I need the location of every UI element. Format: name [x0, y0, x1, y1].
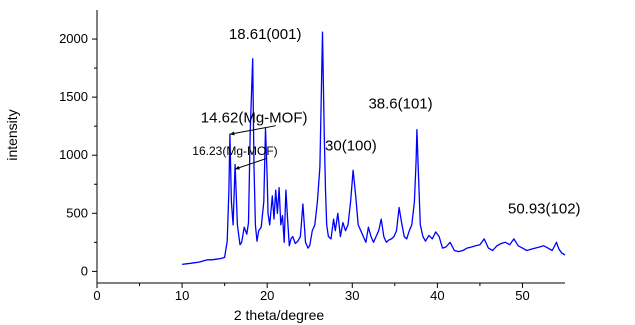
peak-annotation: 38.6(101) [368, 96, 432, 113]
peak-annotation: 16.23(Mg-MOF) [192, 144, 277, 158]
x-tick-label: 40 [430, 288, 444, 303]
y-tick-label: 2000 [59, 31, 88, 46]
peak-annotation: 18.61(001) [229, 26, 302, 43]
x-tick-label: 30 [345, 288, 359, 303]
y-axis-title: intensity [4, 109, 20, 160]
annotation-arrowhead [234, 165, 240, 170]
y-tick-label: 1000 [59, 147, 88, 162]
peak-annotation: 30(100) [325, 138, 377, 155]
annotation-arrowhead [229, 131, 235, 136]
y-tick-label: 0 [81, 263, 88, 278]
annotation-arrow-line [234, 157, 268, 170]
x-tick-label: 10 [175, 288, 189, 303]
series-group [182, 31, 566, 266]
y-tick-label: 500 [66, 205, 88, 220]
y-tick-label: 1500 [59, 89, 88, 104]
peak-annotation: 50.93(102) [508, 200, 581, 217]
xrd-series-line [182, 31, 566, 266]
peak-annotation: 14.62(Mg-MOF) [201, 110, 308, 127]
x-tick-label: 50 [515, 288, 529, 303]
x-axis-title: 2 theta/degree [234, 307, 325, 323]
annotations: 18.61(001) 14.62(Mg-MOF) 30(100) 16.23(Mg-M… [192, 26, 580, 217]
x-tick-label: 0 [93, 288, 100, 303]
x-tick-label: 20 [260, 288, 274, 303]
annotation-arrow-line [229, 125, 276, 135]
